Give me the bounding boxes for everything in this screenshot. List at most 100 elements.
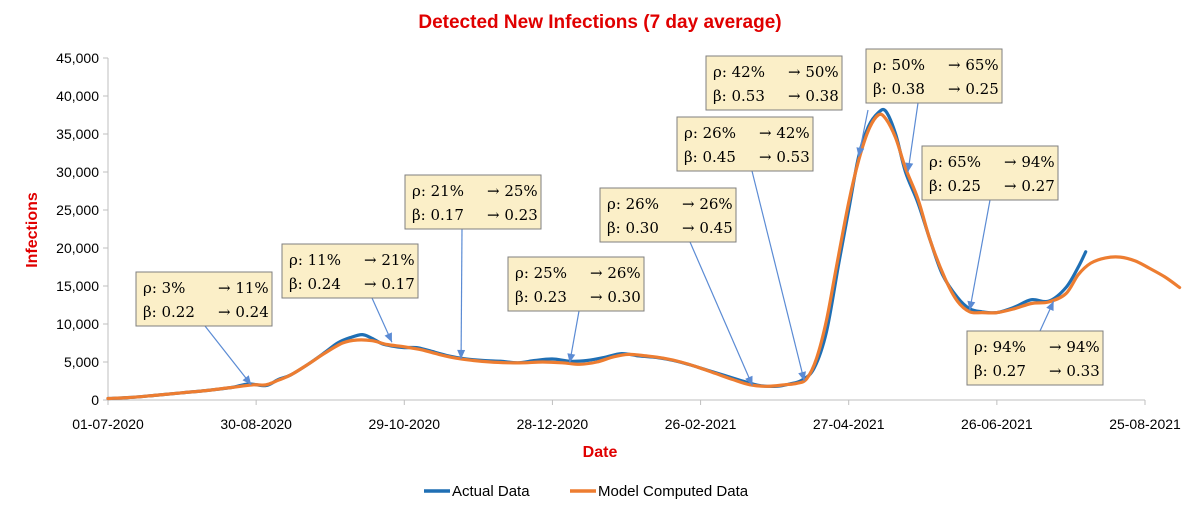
annotation-beta-before: β: 0.22 [143,303,195,321]
annotation-beta-before: β: 0.27 [974,362,1026,380]
legend-item: Model Computed Data [570,483,749,500]
annotation-box-bg [135,271,273,327]
y-tick-label: 35,000 [56,126,99,142]
y-tick-label: 30,000 [56,164,99,180]
annotation-box: ρ: 42% → 50% β: 0.53 → 0.38 [705,55,869,157]
y-tick-label: 5,000 [64,354,99,370]
annotation-rho-before: ρ: 25% [515,264,567,282]
x-tick-label: 27-04-2021 [813,416,885,432]
annotation-rho-before: ρ: 94% [974,338,1026,356]
annotation-box-bg [921,145,1059,201]
annotation-box-bg [865,48,1003,104]
annotation-rho-after: → 11% [218,279,269,297]
annotation-box: ρ: 50% → 65% β: 0.38 → 0.25 [865,48,1003,173]
annotation-box: ρ: 11% → 21% β: 0.24 → 0.17 [281,243,419,343]
y-tick-label: 20,000 [56,240,99,256]
annotation-arrow [969,199,991,311]
annotation-arrowhead [1046,301,1054,312]
annotation-box: ρ: 3% → 11% β: 0.22 → 0.24 [135,271,273,386]
annotation-rho-after: → 94% [1004,153,1055,171]
annotation-rho-before: ρ: 26% [607,195,659,213]
y-tick-label: 40,000 [56,88,99,104]
x-axis-title: Date [583,444,618,461]
legend-label: Actual Data [452,483,530,500]
annotation-box: ρ: 65% → 94% β: 0.25 → 0.27 [921,145,1059,311]
y-tick-label: 25,000 [56,202,99,218]
annotation-box-bg [507,256,645,312]
annotation-layer: ρ: 3% → 11% β: 0.22 → 0.24 ρ: 11% → 21% β: 0.2… [135,48,1104,386]
annotation-arrowhead [798,371,806,381]
legend-label: Model Computed Data [598,483,749,500]
y-tick-label: 15,000 [56,278,99,294]
annotation-beta-after: → 0.45 [682,219,733,237]
annotation-rho-after: → 26% [590,264,641,282]
annotation-rho-after: → 50% [788,63,839,81]
annotation-arrowhead [967,300,976,311]
annotation-beta-before: β: 0.24 [289,275,341,293]
x-tick-label: 28-12-2020 [517,416,589,432]
annotation-rho-before: ρ: 42% [713,63,765,81]
annotation-arrow [689,241,753,386]
annotation-arrowhead [242,375,252,385]
x-tick-label: 30-08-2020 [220,416,292,432]
annotation-arrowhead [384,332,392,343]
annotation-arrowhead [745,375,753,386]
annotation-box-bg [705,55,843,111]
x-tick-label: 26-02-2021 [665,416,737,432]
annotation-beta-after: → 0.24 [218,303,269,321]
x-tick-label: 26-06-2021 [961,416,1033,432]
annotation-rho-after: → 65% [948,56,999,74]
annotation-box-bg [676,116,814,172]
legend: Actual Data Model Computed Data [424,483,749,500]
annotation-rho-before: ρ: 11% [289,251,341,269]
axes: 0 5,000 10,000 15,000 20,000 25,000 30,000 35,0… [56,50,1181,432]
y-tick-label: 45,000 [56,50,99,66]
annotation-beta-before: β: 0.17 [412,206,464,224]
annotation-beta-after: → 0.23 [487,206,538,224]
annotation-beta-before: β: 0.23 [515,288,567,306]
annotation-beta-after: → 0.27 [1004,177,1055,195]
annotation-rho-after: → 25% [487,182,538,200]
annotation-arrow [460,228,463,359]
annotation-beta-before: β: 0.45 [684,148,736,166]
annotation-box-bg [966,330,1104,386]
annotation-beta-before: β: 0.25 [929,177,981,195]
annotation-arrow [204,325,252,386]
annotation-box-bg [599,187,737,243]
annotation-box: ρ: 25% → 26% β: 0.23 → 0.30 [507,256,645,363]
chart-title: Detected New Infections (7 day average) [418,12,781,33]
annotation-arrowhead [905,162,914,172]
legend-item: Actual Data [424,483,530,500]
annotation-box: ρ: 26% → 26% β: 0.30 → 0.45 [599,187,753,386]
annotation-rho-before: ρ: 65% [929,153,981,171]
annotation-box: ρ: 94% → 94% β: 0.27 → 0.33 [966,300,1104,386]
annotation-beta-after: → 0.30 [590,288,641,306]
y-tick-label: 0 [91,392,99,408]
annotation-arrowhead [856,147,865,157]
annotation-rho-after: → 26% [682,195,733,213]
annotation-beta-before: β: 0.30 [607,219,659,237]
series-layer [106,107,1182,401]
annotation-box-bg [404,174,542,230]
annotation-arrow [751,170,805,382]
annotation-beta-after: → 0.38 [788,87,839,105]
annotation-beta-before: β: 0.53 [713,87,765,105]
annotation-rho-after: → 94% [1049,338,1100,356]
annotation-rho-before: ρ: 26% [684,124,736,142]
annotation-beta-after: → 0.17 [364,275,415,293]
annotation-box: ρ: 26% → 42% β: 0.45 → 0.53 [676,116,814,382]
annotation-box: ρ: 21% → 25% β: 0.17 → 0.23 [404,174,542,359]
y-ticks: 0 5,000 10,000 15,000 20,000 25,000 30,000 35,0… [56,50,108,408]
annotation-arrowhead [567,353,576,363]
y-axis-title: Infections [24,192,41,268]
x-tick-label: 25-08-2021 [1109,416,1181,432]
annotation-box-bg [281,243,419,299]
annotation-arrowhead [457,349,466,359]
annotation-beta-before: β: 0.38 [873,80,925,98]
annotation-beta-after: → 0.53 [759,148,810,166]
annotation-beta-after: → 0.25 [948,80,999,98]
y-tick-label: 10,000 [56,316,99,332]
x-tick-label: 01-07-2020 [72,416,144,432]
annotation-rho-before: ρ: 50% [873,56,925,74]
